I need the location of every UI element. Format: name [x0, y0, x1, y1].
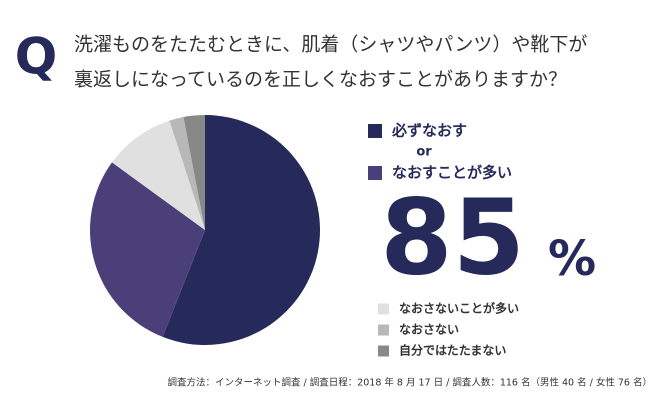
legend-swatch [378, 324, 389, 336]
footnote: 調査方法：インターネット調査 / 調査日程：2018 年 8 月 17 日 / … [167, 377, 652, 389]
legend-joiner: or [416, 145, 432, 160]
pie-slice [111, 120, 205, 230]
legend-label: 必ずなおす [391, 122, 467, 140]
legend-swatch [378, 303, 389, 315]
q-badge: Q [15, 28, 58, 86]
title-line: 洗濯ものをたたむときに、肌着（シャツやパンツ）や靴下が [74, 34, 587, 56]
title-line: 裏返しになっているのを正しくなおすことがありますか？ [74, 69, 567, 91]
legend-swatch [368, 166, 382, 180]
pie-slice [162, 115, 321, 346]
highlight-unit: % [548, 231, 596, 287]
highlight-value: 85 [380, 176, 525, 298]
legend-swatch [368, 124, 382, 138]
legend-label: 自分ではたたまない [399, 343, 506, 358]
pie-slice [90, 162, 205, 337]
legend-label: なおさない [399, 323, 459, 337]
legend-swatch [378, 345, 389, 357]
legend-label: なおすことが多い [392, 164, 512, 182]
pie-slice [169, 117, 205, 230]
pie-slice [183, 115, 205, 230]
legend-label: なおさないことが多い [399, 301, 519, 316]
